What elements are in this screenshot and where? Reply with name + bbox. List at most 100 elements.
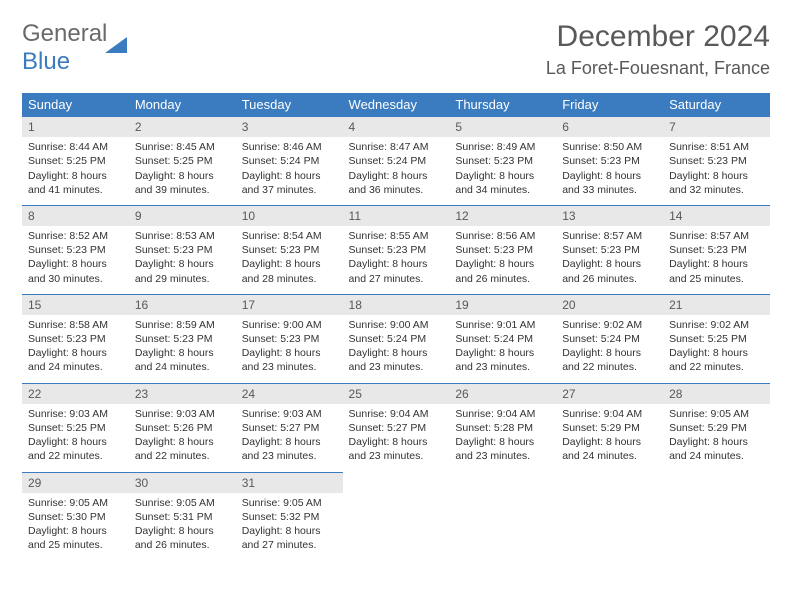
day-cell: 20Sunrise: 9:02 AMSunset: 5:24 PMDayligh… xyxy=(556,294,663,383)
day-number: 9 xyxy=(129,206,236,226)
day-info: Sunrise: 8:52 AMSunset: 5:23 PMDaylight:… xyxy=(28,229,123,286)
day-number: 17 xyxy=(236,295,343,315)
day-info: Sunrise: 8:57 AMSunset: 5:23 PMDaylight:… xyxy=(669,229,764,286)
day-cell: 28Sunrise: 9:05 AMSunset: 5:29 PMDayligh… xyxy=(663,383,770,472)
day-info: Sunrise: 9:04 AMSunset: 5:27 PMDaylight:… xyxy=(349,407,444,464)
day-number: 8 xyxy=(22,206,129,226)
day-info: Sunrise: 9:01 AMSunset: 5:24 PMDaylight:… xyxy=(455,318,550,375)
day-info: Sunrise: 9:02 AMSunset: 5:25 PMDaylight:… xyxy=(669,318,764,375)
day-cell: 1Sunrise: 8:44 AMSunset: 5:25 PMDaylight… xyxy=(22,117,129,206)
day-header: Saturday xyxy=(663,93,770,117)
day-cell: 21 Sunrise: 9:02 AMSunset: 5:25 PMDayligh… xyxy=(663,294,770,383)
day-cell: 3 Sunrise: 8:46 AMSunset: 5:24 PMDaylight… xyxy=(236,117,343,206)
day-number: 1 xyxy=(22,117,129,137)
day-info: Sunrise: 8:59 AMSunset: 5:23 PMDaylight:… xyxy=(135,318,230,375)
day-cell: 12 Sunrise: 8:56 AMSunset: 5:23 PMDayligh… xyxy=(449,205,556,294)
day-cell: 14 Sunrise: 8:57 AMSunset: 5:23 PMDayligh… xyxy=(663,205,770,294)
day-number: 26 xyxy=(449,384,556,404)
day-cell: 6 Sunrise: 8:50 AMSunset: 5:23 PMDaylight… xyxy=(556,117,663,206)
day-number: 27 xyxy=(556,384,663,404)
day-cell: 18Sunrise: 9:00 AMSunset: 5:24 PMDayligh… xyxy=(343,294,450,383)
logo-triangle-icon xyxy=(105,35,131,62)
day-cell: 5 Sunrise: 8:49 AMSunset: 5:23 PMDaylight… xyxy=(449,117,556,206)
day-header: Sunday xyxy=(22,93,129,117)
week-row: 29 Sunrise: 9:05 AMSunset: 5:30 PMDayligh… xyxy=(22,472,770,560)
day-info: Sunrise: 9:03 AMSunset: 5:27 PMDaylight:… xyxy=(242,407,337,464)
calendar-table: SundayMondayTuesdayWednesdayThursdayFrid… xyxy=(22,93,770,560)
day-cell: 8 Sunrise: 8:52 AMSunset: 5:23 PMDaylight… xyxy=(22,205,129,294)
day-number: 25 xyxy=(343,384,450,404)
day-cell: 4 Sunrise: 8:47 AMSunset: 5:24 PMDaylight… xyxy=(343,117,450,206)
day-number: 23 xyxy=(129,384,236,404)
logo-text: General Blue xyxy=(22,20,107,76)
title-block: December 2024 La Foret-Fouesnant, France xyxy=(546,20,770,79)
day-info: Sunrise: 8:54 AMSunset: 5:23 PMDaylight:… xyxy=(242,229,337,286)
day-info: Sunrise: 8:51 AMSunset: 5:23 PMDaylight:… xyxy=(669,140,764,197)
day-number: 16 xyxy=(129,295,236,315)
header: General Blue December 2024 La Foret-Foue… xyxy=(22,20,770,79)
day-number: 13 xyxy=(556,206,663,226)
day-cell: 10 Sunrise: 8:54 AMSunset: 5:23 PMDayligh… xyxy=(236,205,343,294)
day-cell: 24Sunrise: 9:03 AMSunset: 5:27 PMDayligh… xyxy=(236,383,343,472)
day-number: 4 xyxy=(343,117,450,137)
day-number: 14 xyxy=(663,206,770,226)
day-info: Sunrise: 8:46 AMSunset: 5:24 PMDaylight:… xyxy=(242,140,337,197)
day-cell: 11Sunrise: 8:55 AMSunset: 5:23 PMDayligh… xyxy=(343,205,450,294)
day-cell: 30Sunrise: 9:05 AMSunset: 5:31 PMDayligh… xyxy=(129,472,236,560)
day-info: Sunrise: 9:04 AMSunset: 5:29 PMDaylight:… xyxy=(562,407,657,464)
day-info: Sunrise: 9:02 AMSunset: 5:24 PMDaylight:… xyxy=(562,318,657,375)
day-info: Sunrise: 9:05 AMSunset: 5:32 PMDaylight:… xyxy=(242,496,337,553)
day-info: Sunrise: 9:03 AMSunset: 5:25 PMDaylight:… xyxy=(28,407,123,464)
day-info: Sunrise: 8:56 AMSunset: 5:23 PMDaylight:… xyxy=(455,229,550,286)
day-info: Sunrise: 8:49 AMSunset: 5:23 PMDaylight:… xyxy=(455,140,550,197)
logo: General Blue xyxy=(22,20,131,76)
day-number: 6 xyxy=(556,117,663,137)
day-number: 21 xyxy=(663,295,770,315)
day-info: Sunrise: 8:47 AMSunset: 5:24 PMDaylight:… xyxy=(349,140,444,197)
day-info: Sunrise: 8:55 AMSunset: 5:23 PMDaylight:… xyxy=(349,229,444,286)
day-info: Sunrise: 8:58 AMSunset: 5:23 PMDaylight:… xyxy=(28,318,123,375)
day-info: Sunrise: 8:50 AMSunset: 5:23 PMDaylight:… xyxy=(562,140,657,197)
day-cell: 9 Sunrise: 8:53 AMSunset: 5:23 PMDaylight… xyxy=(129,205,236,294)
day-info: Sunrise: 9:00 AMSunset: 5:23 PMDaylight:… xyxy=(242,318,337,375)
day-number: 19 xyxy=(449,295,556,315)
day-cell: 2 Sunrise: 8:45 AMSunset: 5:25 PMDaylight… xyxy=(129,117,236,206)
day-number: 2 xyxy=(129,117,236,137)
day-number: 12 xyxy=(449,206,556,226)
day-number: 10 xyxy=(236,206,343,226)
day-header: Wednesday xyxy=(343,93,450,117)
location-text: La Foret-Fouesnant, France xyxy=(546,58,770,79)
day-cell: 16 Sunrise: 8:59 AMSunset: 5:23 PMDayligh… xyxy=(129,294,236,383)
day-info: Sunrise: 9:05 AMSunset: 5:29 PMDaylight:… xyxy=(669,407,764,464)
day-header: Thursday xyxy=(449,93,556,117)
day-cell: 31Sunrise: 9:05 AMSunset: 5:32 PMDayligh… xyxy=(236,472,343,560)
day-cell: 15 Sunrise: 8:58 AMSunset: 5:23 PMDayligh… xyxy=(22,294,129,383)
day-cell: 23 Sunrise: 9:03 AMSunset: 5:26 PMDayligh… xyxy=(129,383,236,472)
day-header-row: SundayMondayTuesdayWednesdayThursdayFrid… xyxy=(22,93,770,117)
day-info: Sunrise: 8:45 AMSunset: 5:25 PMDaylight:… xyxy=(135,140,230,197)
day-cell: 17 Sunrise: 9:00 AMSunset: 5:23 PMDayligh… xyxy=(236,294,343,383)
day-header: Friday xyxy=(556,93,663,117)
day-cell: 22 Sunrise: 9:03 AMSunset: 5:25 PMDayligh… xyxy=(22,383,129,472)
day-number: 5 xyxy=(449,117,556,137)
day-cell: 7Sunrise: 8:51 AMSunset: 5:23 PMDaylight… xyxy=(663,117,770,206)
day-cell: 26 Sunrise: 9:04 AMSunset: 5:28 PMDayligh… xyxy=(449,383,556,472)
day-number: 15 xyxy=(22,295,129,315)
empty-cell xyxy=(343,472,450,560)
day-number: 29 xyxy=(22,473,129,493)
day-info: Sunrise: 8:53 AMSunset: 5:23 PMDaylight:… xyxy=(135,229,230,286)
day-info: Sunrise: 9:05 AMSunset: 5:30 PMDaylight:… xyxy=(28,496,123,553)
day-cell: 25 Sunrise: 9:04 AMSunset: 5:27 PMDayligh… xyxy=(343,383,450,472)
day-info: Sunrise: 8:57 AMSunset: 5:23 PMDaylight:… xyxy=(562,229,657,286)
logo-general: General xyxy=(22,20,107,47)
day-cell: 29 Sunrise: 9:05 AMSunset: 5:30 PMDayligh… xyxy=(22,472,129,560)
day-info: Sunrise: 9:04 AMSunset: 5:28 PMDaylight:… xyxy=(455,407,550,464)
day-number: 22 xyxy=(22,384,129,404)
day-info: Sunrise: 9:03 AMSunset: 5:26 PMDaylight:… xyxy=(135,407,230,464)
day-number: 3 xyxy=(236,117,343,137)
day-cell: 19 Sunrise: 9:01 AMSunset: 5:24 PMDayligh… xyxy=(449,294,556,383)
day-header: Monday xyxy=(129,93,236,117)
empty-cell xyxy=(663,472,770,560)
day-info: Sunrise: 9:05 AMSunset: 5:31 PMDaylight:… xyxy=(135,496,230,553)
week-row: 22 Sunrise: 9:03 AMSunset: 5:25 PMDayligh… xyxy=(22,383,770,472)
